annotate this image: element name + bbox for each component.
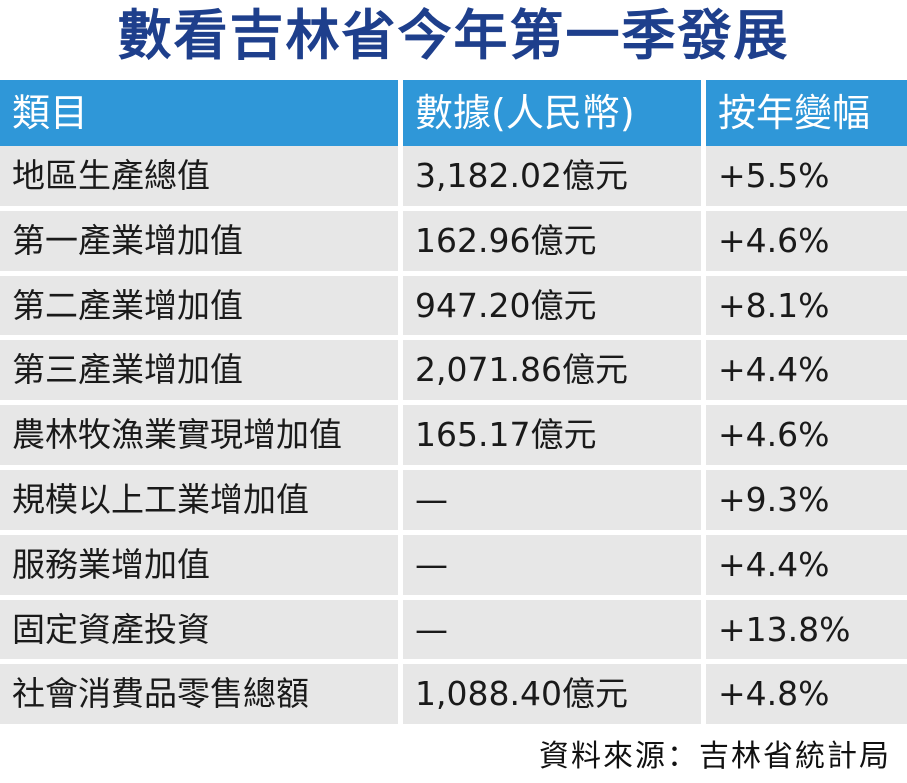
value-cell: 162.96億元 [403, 210, 701, 276]
row-label: 第二產業增加值 [0, 275, 398, 341]
row-label: 規模以上工業增加值 [0, 469, 398, 535]
value-cell: 3,182.02億元 [403, 146, 701, 211]
row-label: 第一產業增加值 [0, 210, 398, 276]
column-header: 按年變幅 [706, 80, 907, 146]
change-cell: +4.4% [706, 340, 907, 406]
column-header: 數據(人民幣) [403, 80, 701, 146]
row-label: 服務業增加值 [0, 534, 398, 600]
value-cell: — [403, 599, 701, 665]
row-label: 社會消費品零售總額 [0, 664, 398, 730]
change-cell: +9.3% [706, 469, 907, 535]
row-label: 第三產業增加值 [0, 340, 398, 406]
value-cell: 2,071.86億元 [403, 340, 701, 406]
row-label: 固定資產投資 [0, 599, 398, 665]
row-label: 農林牧漁業實現增加值 [0, 405, 398, 470]
change-cell: +4.6% [706, 405, 907, 470]
value-cell: 165.17億元 [403, 405, 701, 470]
row-label: 地區生產總值 [0, 146, 398, 211]
value-cell: — [403, 469, 701, 535]
value-cell: 1,088.40億元 [403, 664, 701, 730]
change-cell: +4.4% [706, 534, 907, 600]
source-note: 資料來源：吉林省統計局 [539, 739, 891, 774]
change-cell: +5.5% [706, 146, 907, 211]
data-table: 類目 數據(人民幣) 按年變幅地區生產總值 3,182.02億元 +5.5% 第一產業增加… [0, 80, 907, 730]
change-cell: +8.1% [706, 275, 907, 341]
change-cell: +4.6% [706, 210, 907, 276]
page-title: 數看吉林省今年第一季發展 [117, 4, 790, 67]
value-cell: — [403, 534, 701, 600]
change-cell: +13.8% [706, 599, 907, 665]
value-cell: 947.20億元 [403, 275, 701, 341]
change-cell: +4.8% [706, 664, 907, 730]
column-header: 類目 [0, 80, 398, 146]
